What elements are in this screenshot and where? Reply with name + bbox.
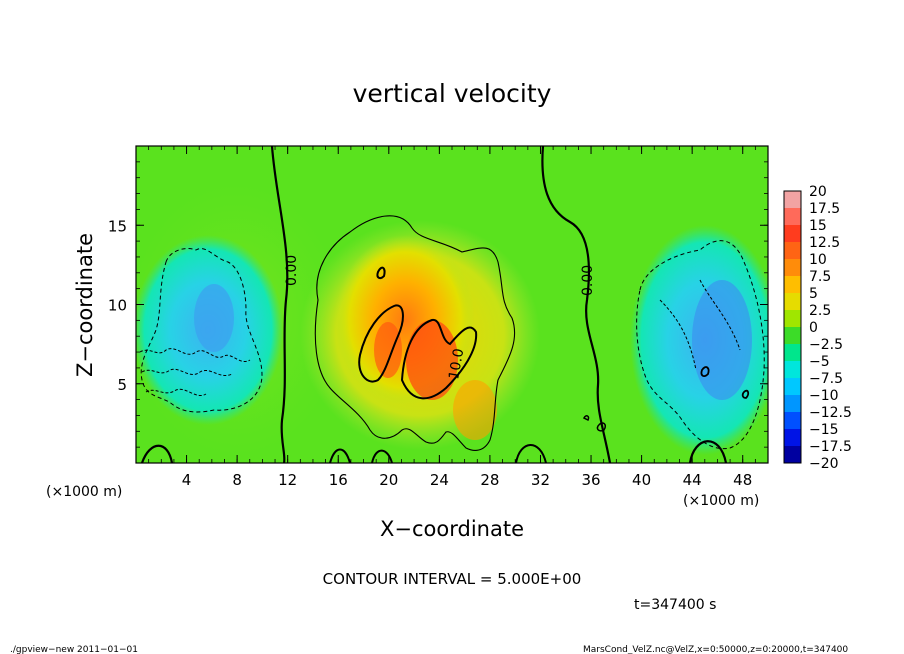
x-tick-label: 24 xyxy=(430,471,449,489)
contour-label-0-right: 0.00 xyxy=(580,265,596,296)
colorbar-swatch xyxy=(784,276,801,293)
colorbar-swatch xyxy=(784,361,801,378)
contour-label-10: 10.0 xyxy=(446,347,467,380)
x-tick-label: 40 xyxy=(632,471,651,489)
x-tick-label: 20 xyxy=(379,471,398,489)
footer-left: ./gpview−new 2011−01−01 xyxy=(10,645,138,654)
x-tick-label: 12 xyxy=(278,471,297,489)
colorbar-label: −12.5 xyxy=(809,405,852,421)
colorbar-swatch xyxy=(784,310,801,327)
colorbar-label: 17.5 xyxy=(809,201,840,217)
y-tick-label: 5 xyxy=(117,376,127,394)
y-axis: 5 10 15 xyxy=(108,161,768,448)
x-tick-label: 8 xyxy=(232,471,242,489)
contour-interval: CONTOUR INTERVAL = 5.000E+00 xyxy=(323,570,582,588)
x-unit-left: (×1000 m) xyxy=(46,484,122,500)
contour-neg5-left xyxy=(140,248,263,413)
time-label: t=347400 s xyxy=(634,597,716,613)
contour-5 xyxy=(314,215,516,451)
colorbar-label: −20 xyxy=(809,456,839,472)
colorbar-swatch xyxy=(784,429,801,446)
colorbar-swatch xyxy=(784,327,801,344)
y-tick-label: 10 xyxy=(108,297,127,315)
colorbar-swatch xyxy=(784,259,801,276)
x-tick-label: 32 xyxy=(531,471,550,489)
colorbar-swatch xyxy=(784,344,801,361)
colorbar: 2017.51512.5107.552.50−2.5−5−7.5−10−12.5… xyxy=(783,184,852,472)
x-tick-label: 16 xyxy=(329,471,348,489)
colorbar-swatch xyxy=(784,378,801,395)
colorbar-label: 0 xyxy=(809,320,818,336)
colorbar-label: 5 xyxy=(809,286,818,302)
colorbar-label: −17.5 xyxy=(809,439,852,455)
zero-contour-left xyxy=(270,146,289,463)
colorbar-swatch xyxy=(784,208,801,225)
colorbar-label: −15 xyxy=(809,422,839,438)
chart-title: vertical velocity xyxy=(353,79,552,108)
colorbar-swatch xyxy=(784,293,801,310)
colorbar-label: 15 xyxy=(809,218,827,234)
contour-10-b xyxy=(400,318,478,400)
colorbar-label: −2.5 xyxy=(809,337,843,353)
colorbar-swatch xyxy=(784,191,801,208)
colorbar-label: 20 xyxy=(809,184,827,200)
x-axis-label: X−coordinate xyxy=(380,517,524,541)
contour-label-0-left: 0.00 xyxy=(284,255,300,286)
colorbar-swatch xyxy=(784,242,801,259)
colorbar-swatch xyxy=(784,225,801,242)
colorbar-label: 2.5 xyxy=(809,303,831,319)
colorbar-label: 7.5 xyxy=(809,269,831,285)
x-unit-right: (×1000 m) xyxy=(683,493,759,509)
y-axis-label: Z−coordinate xyxy=(73,233,97,377)
y-tick-label: 15 xyxy=(108,217,127,235)
colorbar-label: −10 xyxy=(809,388,839,404)
colorbar-swatch xyxy=(784,412,801,429)
colorbar-label: 12.5 xyxy=(809,235,840,251)
colorbar-frame xyxy=(783,190,802,464)
x-tick-label: 48 xyxy=(733,471,752,489)
x-tick-label: 44 xyxy=(683,471,702,489)
colorbar-swatch xyxy=(784,395,801,412)
x-tick-label: 28 xyxy=(480,471,499,489)
plot-field xyxy=(136,146,768,463)
colorbar-label: −5 xyxy=(809,354,830,370)
colorbar-swatch xyxy=(784,446,801,463)
x-tick-label: 36 xyxy=(581,471,600,489)
x-tick-label: 4 xyxy=(182,471,192,489)
footer-right: MarsCond_VelZ.nc@VelZ,x=0:50000,z=0:2000… xyxy=(583,645,848,654)
contour-10-a xyxy=(358,304,404,383)
colorbar-label: 10 xyxy=(809,252,827,268)
zero-contour-right xyxy=(541,146,612,463)
x-axis: 4 8 12 16 20 24 28 32 36 40 44 48 xyxy=(148,146,756,489)
colorbar-label: −7.5 xyxy=(809,371,843,387)
